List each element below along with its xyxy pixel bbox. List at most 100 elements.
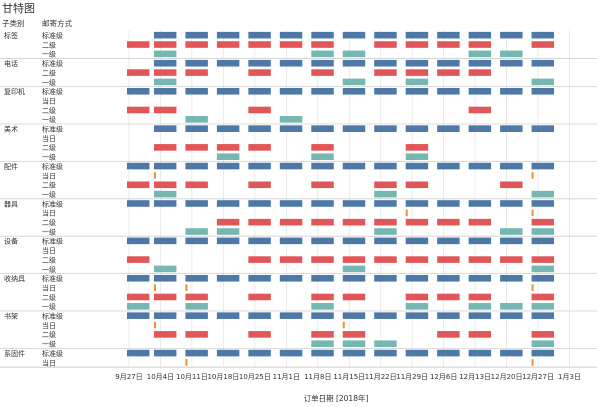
gantt-bar — [437, 349, 460, 357]
gantt-bar — [531, 340, 555, 348]
x-tick-label: 11月8日 — [304, 373, 331, 381]
gantt-bar — [500, 237, 523, 245]
x-tick-label: 12月13日 — [459, 373, 491, 381]
x-tick-label: 1月3日 — [558, 373, 581, 381]
gantt-bar — [311, 293, 334, 301]
gantt-bar — [468, 125, 492, 132]
gantt-bar — [468, 312, 492, 319]
gantt-bar — [500, 303, 523, 310]
shipmode-label: 标准级 — [42, 59, 63, 68]
gantt-bar — [531, 31, 555, 39]
gantt-bar — [153, 162, 177, 170]
x-tick-label: 11月1日 — [273, 373, 300, 381]
gantt-bar — [405, 209, 408, 217]
gantt-bar — [279, 349, 303, 357]
gantt-bar — [468, 256, 492, 263]
gantt-bar — [374, 31, 397, 39]
gantt-bar — [342, 293, 366, 301]
gantt-bar — [311, 312, 334, 319]
shipmode-label: 一级 — [42, 78, 56, 87]
gantt-bar — [126, 256, 150, 263]
gantt-bar — [153, 312, 177, 319]
subcategory-label: 配件 — [4, 162, 18, 171]
gantt-bar — [185, 31, 208, 39]
gantt-bar — [279, 116, 303, 123]
gantt-bar — [500, 162, 523, 170]
gantt-bar — [311, 256, 334, 263]
gantt-bar — [279, 312, 303, 319]
gantt-bar — [216, 162, 240, 170]
gantt-bar — [153, 50, 177, 58]
x-tick-label: 12月6日 — [430, 373, 457, 381]
gantt-bar — [185, 200, 208, 207]
shipmode-label: 当日 — [42, 96, 56, 105]
gantt-bar — [248, 87, 271, 95]
gantt-bar — [279, 125, 303, 132]
gantt-bar — [248, 218, 271, 226]
gantt-bar — [342, 78, 366, 86]
gantt-bar — [185, 237, 208, 245]
gantt-bar — [153, 237, 177, 245]
gantt-bar — [216, 349, 240, 357]
gantt-bar — [374, 41, 397, 48]
gantt-bar — [468, 293, 492, 301]
gantt-bar — [468, 50, 492, 58]
gantt-bar — [126, 69, 150, 76]
subcategory-label: 器具 — [4, 200, 18, 208]
gantt-bar — [342, 59, 366, 67]
shipmode-label: 标准级 — [42, 237, 63, 246]
gantt-bar — [500, 349, 523, 357]
shipmode-label: 二级 — [42, 330, 56, 339]
x-axis-label: 订单日期 [2018年] — [304, 393, 369, 403]
gantt-bar — [216, 312, 240, 319]
gantt-bar — [342, 200, 366, 207]
gantt-bar — [311, 59, 334, 67]
group-separators — [0, 58, 597, 368]
gantt-bar — [468, 218, 492, 226]
subcategory-header: 子类别 — [2, 18, 25, 28]
gantt-bar — [500, 200, 523, 207]
gantt-bar — [531, 41, 555, 48]
gantt-bar — [468, 106, 492, 114]
gantt-bar — [153, 69, 177, 76]
gantt-bar — [374, 349, 397, 357]
gantt-bar — [405, 153, 429, 161]
gantt-bar — [216, 200, 240, 207]
shipmode-label: 二级 — [42, 293, 56, 302]
gantt-bar — [185, 144, 208, 151]
gantt-bar — [531, 209, 534, 217]
gantt-bar — [437, 41, 460, 48]
x-tick-label: 12月27日 — [522, 373, 554, 381]
gantt-bar — [153, 87, 177, 95]
gantt-bar — [279, 59, 303, 67]
subcategory-label: 标签 — [4, 31, 18, 40]
gantt-bar — [216, 274, 240, 282]
shipmode-label: 标准级 — [42, 312, 63, 321]
x-tick-label: 11月22日 — [365, 373, 397, 381]
gantt-bar — [437, 256, 460, 263]
gantt-bar — [374, 87, 397, 95]
gantt-bar — [531, 200, 555, 207]
gantt-bar — [185, 303, 208, 310]
gantt-bar — [185, 59, 208, 67]
gantt-bar — [248, 256, 271, 263]
subcategory-label: 电话 — [4, 59, 18, 68]
gantt-bar — [342, 349, 366, 357]
gantt-bar — [405, 303, 429, 310]
gantt-bar — [468, 87, 492, 95]
gantt-bar — [342, 265, 366, 273]
subcategory-label: 设备 — [4, 237, 18, 246]
gantt-bar — [531, 78, 555, 86]
gantt-bar — [185, 312, 208, 319]
gantt-bar — [500, 87, 523, 95]
gantt-bar — [153, 321, 156, 329]
subcategory-label: 系固件 — [4, 349, 25, 358]
gantt-bar — [153, 293, 177, 301]
gantt-bar — [153, 331, 177, 338]
gantt-bar — [468, 349, 492, 357]
gantt-bar — [248, 349, 271, 357]
shipmode-label: 二级 — [42, 181, 56, 190]
shipmode-label: 二级 — [42, 218, 56, 227]
gantt-bar — [216, 41, 240, 48]
shipmode-label: 二级 — [42, 143, 56, 152]
